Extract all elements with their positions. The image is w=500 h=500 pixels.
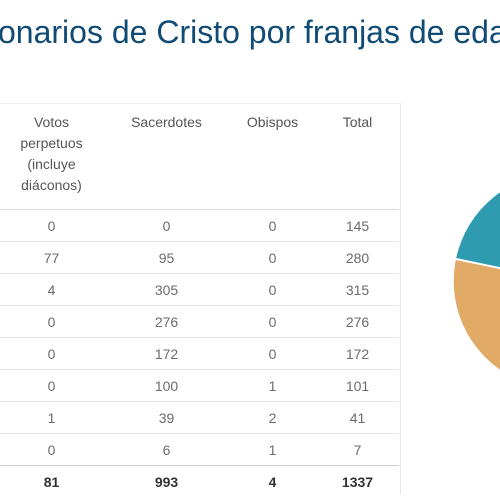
table-row: 4 305 0 315 <box>0 273 399 306</box>
table-cell: 172 <box>316 337 399 370</box>
table-cell: 172 <box>104 337 229 370</box>
header-line: (incluye <box>27 156 76 172</box>
table-row: 0 276 0 276 <box>0 305 399 338</box>
table-cell: 0 <box>229 273 316 306</box>
table-cell: 0 <box>104 209 229 242</box>
table-cell: 0 <box>0 305 104 338</box>
total-header: Total <box>316 104 399 210</box>
table-cell: 0 <box>229 305 316 338</box>
total-cell: 4 <box>229 465 316 497</box>
table-cell: 1 <box>229 433 316 466</box>
page-title: onarios de Cristo por franjas de eda <box>0 14 500 50</box>
table-cell: 1 <box>0 401 104 434</box>
pie-chart-svg <box>453 192 500 370</box>
table-cell: 6 <box>104 433 229 466</box>
header-line: diáconos) <box>21 177 82 193</box>
table-cell: 0 <box>0 433 104 466</box>
table-cell: 95 <box>104 241 229 274</box>
table-total-row: 81 993 4 1337 <box>0 465 399 497</box>
table-cell: 0 <box>229 337 316 370</box>
table-row: 77 95 0 280 <box>0 241 399 274</box>
table-row: 0 100 1 101 <box>0 369 399 402</box>
total-cell: 81 <box>0 465 104 497</box>
pie-divider <box>455 258 500 270</box>
table-cell: 276 <box>316 305 399 338</box>
obispos-header: Obispos <box>229 104 316 210</box>
table-cell: 0 <box>0 369 104 402</box>
table-cell: 0 <box>0 209 104 242</box>
table-cell: 2 <box>229 401 316 434</box>
table-cell: 315 <box>316 273 399 306</box>
table-row: 0 6 1 7 <box>0 433 399 466</box>
header-line: Votos <box>33 114 70 130</box>
table-cell: 39 <box>104 401 229 434</box>
sacerdotes-header: Sacerdotes <box>104 104 229 210</box>
table-cell: 41 <box>316 401 399 434</box>
table-cell: 100 <box>104 369 229 402</box>
table-cell: 7 <box>316 433 399 466</box>
table-row: 0 172 0 172 <box>0 337 399 370</box>
table-cell: 0 <box>229 241 316 274</box>
votos-perpetuos-header: Votos perpetuos (incluye diáconos) <box>0 104 104 210</box>
statistics-table: Votos perpetuos (incluye diáconos) Sacer… <box>0 104 399 497</box>
teal-pie-slice <box>456 192 500 269</box>
table-cell: 0 <box>229 209 316 242</box>
statistics-table-panel: Votos perpetuos (incluye diáconos) Sacer… <box>0 103 401 497</box>
total-cell: 1337 <box>316 465 399 497</box>
table-cell: 0 <box>0 337 104 370</box>
table-cell: 77 <box>0 241 104 274</box>
table-row: 1 39 2 41 <box>0 401 399 434</box>
orange-pie-slice <box>453 259 500 370</box>
table-header-row: Votos perpetuos (incluye diáconos) Sacer… <box>0 104 399 210</box>
total-cell: 993 <box>104 465 229 497</box>
header-line: perpetuos <box>20 135 83 151</box>
table-cell: 305 <box>104 273 229 306</box>
table-cell: 145 <box>316 209 399 242</box>
table-row: 0 0 0 145 <box>0 209 399 242</box>
table-cell: 1 <box>229 369 316 402</box>
table-cell: 276 <box>104 305 229 338</box>
table-cell: 280 <box>316 241 399 274</box>
table-cell: 101 <box>316 369 399 402</box>
pie-chart <box>430 175 500 395</box>
table-cell: 4 <box>0 273 104 306</box>
